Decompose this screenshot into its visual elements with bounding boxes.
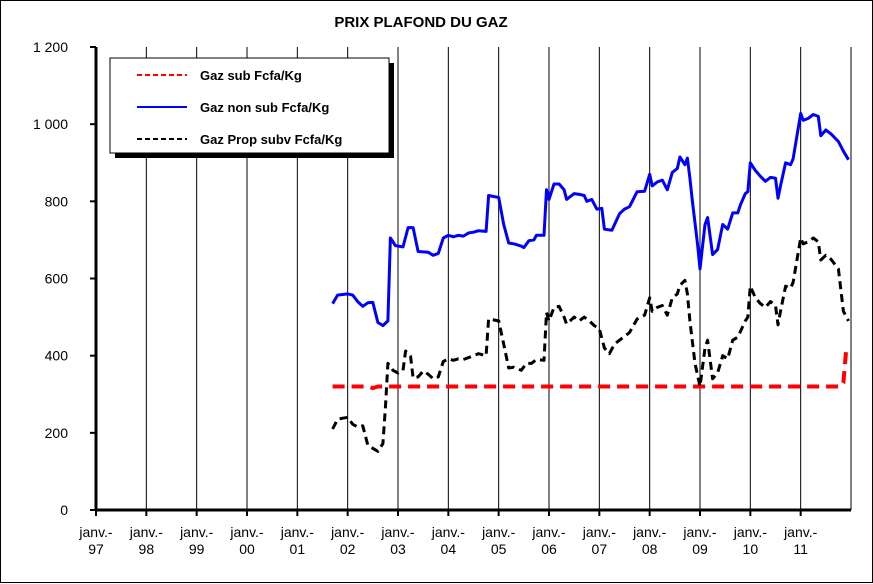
x-tick-label-month: janv.- xyxy=(129,524,164,540)
legend-label-0: Gaz sub Fcfa/Kg xyxy=(200,68,302,83)
x-tick-label-year: 04 xyxy=(441,541,457,557)
x-tick-label-year: 05 xyxy=(491,541,507,557)
x-tick-label-month: janv.- xyxy=(380,524,415,540)
x-tick-label-month: janv.- xyxy=(431,524,466,540)
y-tick-label: 200 xyxy=(45,425,69,441)
x-tick-label-year: 09 xyxy=(692,541,708,557)
series-lines xyxy=(331,111,850,453)
x-tick-label-month: janv.- xyxy=(582,524,617,540)
legend-box xyxy=(109,57,390,154)
x-tick-label-month: janv.- xyxy=(330,524,365,540)
legend: Gaz sub Fcfa/Kg Gaz non sub Fcfa/Kg Gaz Pr… xyxy=(109,57,394,158)
legend-label-2: Gaz Prop subv Fcfa/Kg xyxy=(200,132,342,147)
y-tick-label: 600 xyxy=(45,271,69,287)
series-line-0 xyxy=(332,349,848,391)
x-tick-label-year: 98 xyxy=(139,541,155,557)
x-tick-label-year: 99 xyxy=(189,541,205,557)
x-tick-label-year: 11 xyxy=(793,541,808,557)
y-tick-label: 800 xyxy=(45,193,69,209)
x-tick-label-month: janv.- xyxy=(179,524,214,540)
x-tick-label-year: 00 xyxy=(239,541,255,557)
x-tick-label-month: janv.- xyxy=(531,524,566,540)
y-tick-label: 1 000 xyxy=(33,116,68,132)
x-tick-label-month: janv.- xyxy=(78,524,113,540)
x-tick-label-year: 07 xyxy=(592,541,608,557)
y-tick-label: 0 xyxy=(60,502,68,518)
series-line-2 xyxy=(331,236,850,453)
y-tick-label: 1 200 xyxy=(33,39,68,55)
x-tick-label-month: janv.- xyxy=(481,524,516,540)
x-tick-label-year: 08 xyxy=(642,541,658,557)
x-tick-label-month: janv.- xyxy=(682,524,717,540)
x-tick-label-month: janv.- xyxy=(733,524,768,540)
legend-label-1: Gaz non sub Fcfa/Kg xyxy=(200,100,329,115)
y-tick-label: 400 xyxy=(45,348,69,364)
x-tick-label-month: janv.- xyxy=(229,524,264,540)
x-tick-label-month: janv.- xyxy=(632,524,667,540)
x-tick-label-year: 06 xyxy=(541,541,557,557)
series-line-1 xyxy=(331,111,850,328)
x-tick-label-year: 01 xyxy=(290,541,306,557)
x-tick-label-year: 03 xyxy=(390,541,406,557)
x-tick-label-year: 97 xyxy=(88,541,104,557)
x-tick-label-month: janv.- xyxy=(280,524,315,540)
chart-title: PRIX PLAFOND DU GAZ xyxy=(334,14,507,31)
grid-lines xyxy=(145,47,852,510)
x-tick-label-year: 02 xyxy=(340,541,356,557)
x-tick-label-year: 10 xyxy=(743,541,759,557)
x-tick-label-month: janv.- xyxy=(783,524,818,540)
